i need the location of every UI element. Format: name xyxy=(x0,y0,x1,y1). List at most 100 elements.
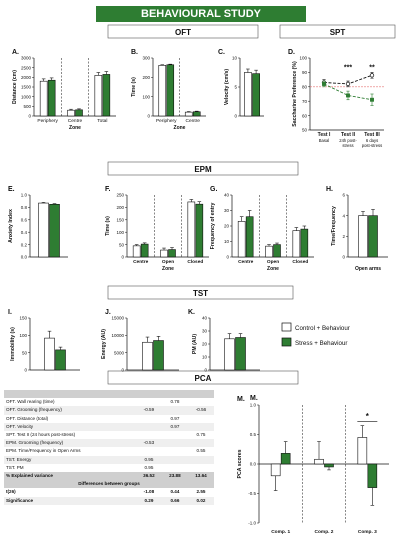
y-tick-label: 10 xyxy=(232,56,238,61)
control-bar xyxy=(358,215,368,258)
control-bar xyxy=(132,245,141,258)
y-tick-label: 2000 xyxy=(21,75,32,80)
control-bar xyxy=(265,245,273,258)
table-cell: 0.75 xyxy=(196,432,206,437)
stress-bar xyxy=(280,453,291,465)
table-cell: EPM. Time/Frequency in Open Arms xyxy=(6,448,81,454)
y-tick-label: 200 xyxy=(142,75,150,80)
panel-label: H. xyxy=(326,186,333,193)
control-bar xyxy=(187,201,196,258)
y-tick-label: 1.0 xyxy=(21,193,28,198)
y-tick-label: 40 xyxy=(202,316,208,321)
y-tick-label: 0 xyxy=(121,255,124,260)
y-tick-label: 0.6 xyxy=(21,218,28,223)
x-tick-label: Centre xyxy=(186,118,201,124)
table-cell xyxy=(136,431,162,439)
table-cell xyxy=(187,455,214,464)
table-row: OFT. Distance (total) 0.97 xyxy=(4,415,214,423)
x-sublabel: stress xyxy=(342,143,353,148)
y-tick-label: 0 xyxy=(204,368,207,373)
x-axis-label: Zone xyxy=(162,266,174,272)
y-tick-label: 0.5 xyxy=(250,432,257,437)
panel-label: C. xyxy=(218,49,225,56)
table-cell: 0.29 xyxy=(135,496,162,505)
y-axis-label: Time/Frequency xyxy=(331,206,337,246)
table-cell: 0.55 xyxy=(196,448,206,454)
y-tick-label: 15000 xyxy=(111,316,124,321)
table-cell: 0.02 xyxy=(187,496,214,505)
table-cell xyxy=(162,447,188,455)
panel-label: A. xyxy=(12,49,19,56)
y-tick-label: 1.0 xyxy=(250,403,257,408)
y-tick-label: 250 xyxy=(116,193,124,198)
x-tick-label: Periphery xyxy=(37,118,58,124)
y-tick-label: -1.0 xyxy=(248,521,256,526)
y-axis-label: Immobility (s) xyxy=(10,327,16,361)
table-cell: 13.64 xyxy=(187,472,214,481)
control-bar xyxy=(270,463,281,477)
table-cell xyxy=(162,464,188,472)
y-tick-label: 0.4 xyxy=(21,230,28,235)
table-row: EPM. Grooming (frequency) -0.53 xyxy=(4,439,214,448)
y-axis-label: PCA scores xyxy=(237,449,243,478)
table-cell xyxy=(188,464,214,472)
y-tick-label: 0 xyxy=(28,114,31,119)
y-tick-label: 3000 xyxy=(21,56,32,61)
y-tick-label: 100 xyxy=(116,230,124,235)
stress-point xyxy=(370,97,374,102)
y-tick-label: 150 xyxy=(116,218,124,223)
table-row: Significance 0.29 0.66 0.02 xyxy=(4,496,214,505)
table-cell xyxy=(136,415,162,423)
stress-bar xyxy=(195,203,204,258)
table-cell xyxy=(135,422,162,431)
table-row: OFT. Wall rearing (time) 0.78 xyxy=(4,398,214,406)
control-bar xyxy=(314,458,324,465)
table-body: OFT. Wall rearing (time) 0.78 OFT. Groomin… xyxy=(4,398,214,505)
panel-label: B. xyxy=(131,49,138,56)
stress-bar xyxy=(55,349,66,371)
control-bar xyxy=(160,249,168,258)
x-axis-label: Zone xyxy=(174,125,186,131)
stress-point xyxy=(322,81,326,86)
y-tick-label: 2500 xyxy=(21,65,32,70)
table-row: EPM. Time/Frequency in Open Arms 0.55 xyxy=(4,447,214,455)
legend-control-label: Control + Behaviour xyxy=(295,325,350,332)
x-tick-label: Test III xyxy=(364,132,380,138)
x-axis-label: Open arms xyxy=(355,266,381,272)
y-axis-label: Saccharine Preference (%) xyxy=(292,61,298,127)
y-tick-label: 0.8 xyxy=(21,205,28,210)
stress-series-line xyxy=(323,83,373,101)
y-axis-label: Time (s) xyxy=(131,77,137,97)
x-tick-label: Periphery xyxy=(156,118,177,124)
table-cell: -1.08 xyxy=(143,489,155,495)
stress-bar xyxy=(368,215,378,258)
x-tick-label: Centre xyxy=(133,259,149,265)
stress-bar xyxy=(153,340,164,371)
x-tick-label: Centre xyxy=(68,118,83,124)
y-tick-label: 30 xyxy=(202,329,208,334)
table-cell: TST. PM xyxy=(6,464,24,470)
table-header-cell xyxy=(4,390,136,399)
stress-bar xyxy=(192,111,201,117)
y-tick-label: 70 xyxy=(302,99,308,104)
y-tick-label: 0 xyxy=(24,368,27,373)
y-tick-label: 30 xyxy=(224,208,230,213)
x-tick-label: Comp. 2 xyxy=(315,529,334,535)
table-cell: 0.97 xyxy=(170,415,180,421)
control-bar xyxy=(44,337,55,371)
table-cell: Differences between groups xyxy=(4,480,214,489)
stress-bar xyxy=(75,109,83,117)
table-cell xyxy=(187,422,214,431)
y-tick-label: 80 xyxy=(302,85,308,90)
stress-bar xyxy=(367,463,378,488)
table-cell: TST. Energy xyxy=(4,455,136,464)
y-axis-label: PM (AU) xyxy=(192,334,198,354)
y-tick-label: 0 xyxy=(342,255,345,260)
y-tick-label: 100 xyxy=(299,56,307,61)
table-cell: 36.52 xyxy=(135,472,162,481)
pca-section-label: PCA xyxy=(195,374,212,383)
x-sublabel: 24h post- xyxy=(339,138,357,143)
x-axis-label: Zone xyxy=(69,125,81,131)
legend-stress-label: Stress + Behaviour xyxy=(295,340,347,347)
